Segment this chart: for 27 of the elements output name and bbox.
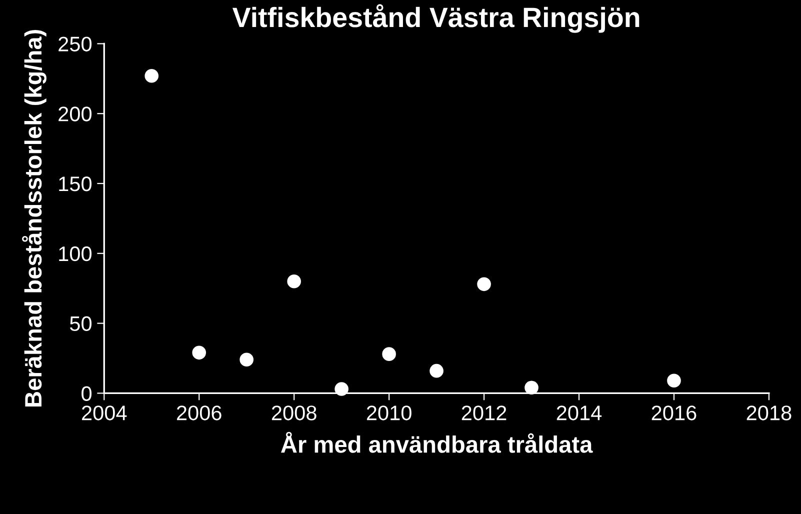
y-tick-label: 50 — [70, 316, 92, 332]
y-axis-title: Beräknad beståndsstorlek (kg/ha) — [22, 30, 46, 406]
y-tick-label: 250 — [58, 36, 92, 52]
point — [382, 347, 396, 361]
x-tick-label: 2004 — [82, 406, 127, 420]
x-tick-label: 2008 — [272, 406, 316, 420]
point — [144, 68, 159, 83]
y-tick-label: 150 — [59, 176, 92, 192]
x-axis-title: År med användbara tråldata — [280, 432, 593, 453]
x-tick-label: 2014 — [556, 406, 602, 420]
y-tick-label: 200 — [58, 106, 92, 122]
y-tick-label: 100 — [59, 246, 92, 262]
point — [192, 346, 206, 360]
point — [334, 382, 348, 396]
point — [240, 352, 254, 367]
point — [667, 374, 681, 388]
point — [524, 380, 538, 395]
x-tick-label: 2010 — [366, 406, 412, 420]
x-tick-label: 2016 — [652, 406, 696, 420]
point — [477, 277, 491, 292]
x-tick-label: 2006 — [176, 406, 222, 420]
point — [287, 274, 301, 288]
point — [430, 364, 444, 378]
x-tick-label: 2018 — [746, 406, 792, 420]
x-tick-label: 2012 — [462, 406, 506, 420]
chart-title: Vitfiskbestånd Västra Ringsjön — [232, 4, 640, 33]
y-tick-label: 0 — [82, 386, 92, 401]
